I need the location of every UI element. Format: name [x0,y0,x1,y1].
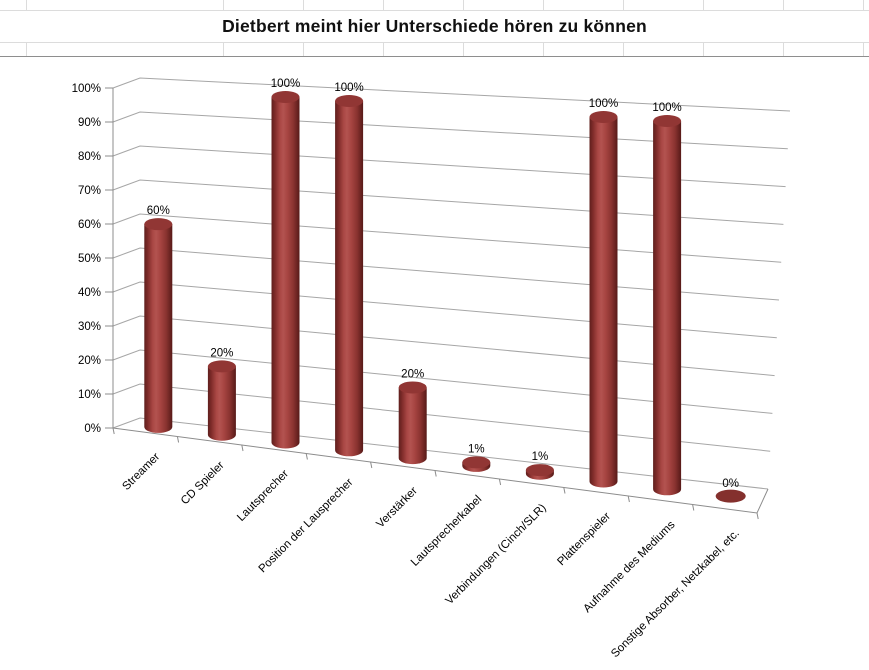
y-axis-label: 60% [78,219,101,231]
category-tick [176,436,180,443]
bar-cylinder-body [144,224,173,433]
sheet-gridline [303,43,304,56]
sheet-gridline [383,0,384,10]
sheet-gridline [26,0,27,10]
bar-data-label: 20% [210,347,233,359]
category-label: Lautsprecher [235,468,291,524]
sheet-gridline [223,0,224,10]
category-tick [692,504,695,511]
bar-cylinder-body [271,97,300,449]
bar-data-label: 1% [468,443,485,455]
category-tick [370,461,373,469]
sheet-gridline [863,43,864,56]
sheet-gridline [863,0,864,10]
bar-data-label: 0% [722,478,739,490]
sheet-gridline [463,43,464,56]
category-tick [498,478,502,486]
sheet-gridline [223,43,224,56]
bar-cylinder-top [207,360,236,373]
category-label: Lautsprecherkabel [409,493,484,568]
category-tick [563,487,566,494]
plot-gridline [112,349,773,414]
sheet-gridline [783,43,784,56]
y-axis-label: 90% [78,117,101,129]
sheet-gridline [543,43,544,56]
plot-gridline [112,247,780,301]
bar-cylinder-body [207,366,236,441]
y-axis-label: 80% [78,151,101,163]
y-axis-label: 50% [78,253,101,265]
bar-cylinder-top [589,111,618,123]
sheet-gridline [303,0,304,10]
sheet-gridline [703,43,704,56]
bar-cylinder-flat [715,489,746,503]
category-label: CD Spieler [179,459,227,507]
y-axis-label: 30% [78,321,101,333]
y-axis-label: 20% [78,355,101,367]
sheet-gridline [703,0,704,10]
bar-cylinder-top [271,91,300,103]
bar-data-label: 100% [589,98,618,110]
bar-data-label: 100% [652,102,681,114]
plot-gridline [112,145,786,188]
plot-gridline [112,281,777,339]
bar-cylinder-top [398,381,427,394]
bar-data-label: 100% [271,78,300,90]
plot-gridline [112,315,775,377]
bar-cylinder-body [398,387,427,465]
category-tick [434,470,437,477]
plot-gridline [112,417,769,490]
sheet-gridline [0,10,869,11]
category-tick [112,427,115,435]
sheet-gridline [623,0,624,10]
plot-gridline [112,77,791,112]
plot-gridline [112,111,788,150]
category-tick [305,453,308,460]
y-axis-label: 10% [78,389,101,401]
y-axis-label: 40% [78,287,101,299]
y-axis-label: 70% [78,185,101,197]
y-axis-label: 0% [84,423,101,435]
bar-cylinder-top [462,456,491,469]
chart-title: Dietbert meint hier Unterschiede hören z… [222,16,647,36]
category-label: Plattenspieler [555,510,613,568]
bar-cylinder-top [144,218,173,231]
category-tick [241,444,244,452]
plot-gridline [112,213,782,263]
bar-data-label: 1% [532,451,549,463]
bar-cylinder-body [653,121,682,496]
category-label: Streamer [120,451,162,493]
bar-data-label: 60% [147,205,170,217]
bar-cylinder-body [335,101,364,457]
plot-gridline [112,383,771,452]
y-axis-label: 100% [72,83,101,95]
bar-cylinder-top [525,464,554,477]
bar-cylinder-body [589,117,618,488]
sheet-gridline [26,43,27,56]
category-tick [756,512,759,520]
plot-gridline [112,179,784,225]
sheet-gridline [383,43,384,56]
sheet-gridline [783,0,784,10]
sheet-gridline [463,0,464,10]
sheet-gridline [0,56,869,57]
category-tick [627,495,630,503]
category-label: Verstärker [374,485,420,531]
category-label: Sonstige Absorber, Netzkabel, etc. [609,527,742,660]
bar-cylinder-top [335,95,364,107]
bar-cylinder-top [653,115,682,127]
bar-data-label: 100% [334,82,363,94]
sheet-gridline [623,43,624,56]
sheet-gridline [543,0,544,10]
sheet-gridline [0,42,869,43]
bar-data-label: 20% [401,368,424,380]
